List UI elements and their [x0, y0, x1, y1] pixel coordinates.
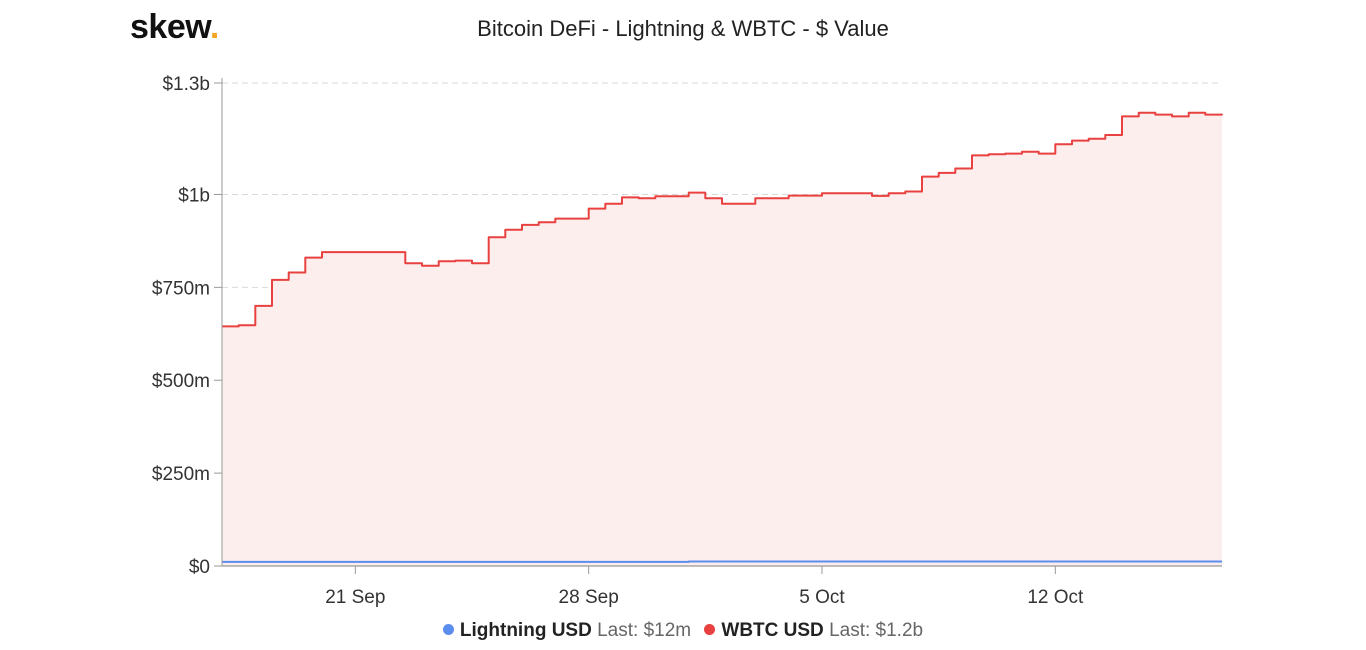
y-tick-label: $250m — [152, 464, 210, 485]
x-tick-label: 5 Oct — [799, 587, 845, 608]
wbtc-dot-icon — [704, 624, 716, 636]
series-lines — [222, 111, 1223, 563]
tick-labels: $0 $250m $500m $750m $1b $1.3b 21 Sep 28 Sep 5 O… — [152, 74, 1084, 608]
legend-name-lightning: Lightning USD — [459, 620, 592, 641]
chart-title: Bitcoin DeFi - Lightning & WBTC - $ Valu… — [477, 16, 889, 41]
legend-last-wbtc: Last: $1.2b — [829, 620, 924, 641]
lightning-dot-icon — [442, 624, 454, 636]
y-tick-label: $750m — [152, 278, 210, 299]
series-areas — [222, 112, 1222, 566]
legend-name-wbtc: WBTC USD — [721, 620, 824, 641]
brand-dot: . — [209, 8, 219, 46]
y-tick-label: $500m — [152, 371, 210, 392]
y-tick-label: $1b — [178, 185, 210, 206]
y-tick-label: $0 — [189, 557, 210, 578]
legend-item-lightning[interactable]: Lightning USD Last: $12m — [442, 620, 692, 642]
skew-logo: skew. — [130, 8, 219, 47]
axes — [214, 78, 1222, 574]
brand-name: skew — [130, 8, 210, 46]
x-tick-label: 21 Sep — [325, 587, 385, 608]
y-tick-label: $1.3b — [162, 74, 210, 95]
series-line-1 — [222, 111, 1223, 328]
legend: Lightning USD Last: $12m WBTC USD Last: … — [0, 620, 1366, 642]
x-tick-label: 12 Oct — [1027, 587, 1084, 608]
legend-last-lightning: Last: $12m — [597, 620, 692, 641]
x-tick-label: 28 Sep — [559, 587, 619, 608]
legend-item-wbtc[interactable]: WBTC USD Last: $1.2b — [704, 620, 923, 642]
series-area-1 — [222, 112, 1222, 566]
